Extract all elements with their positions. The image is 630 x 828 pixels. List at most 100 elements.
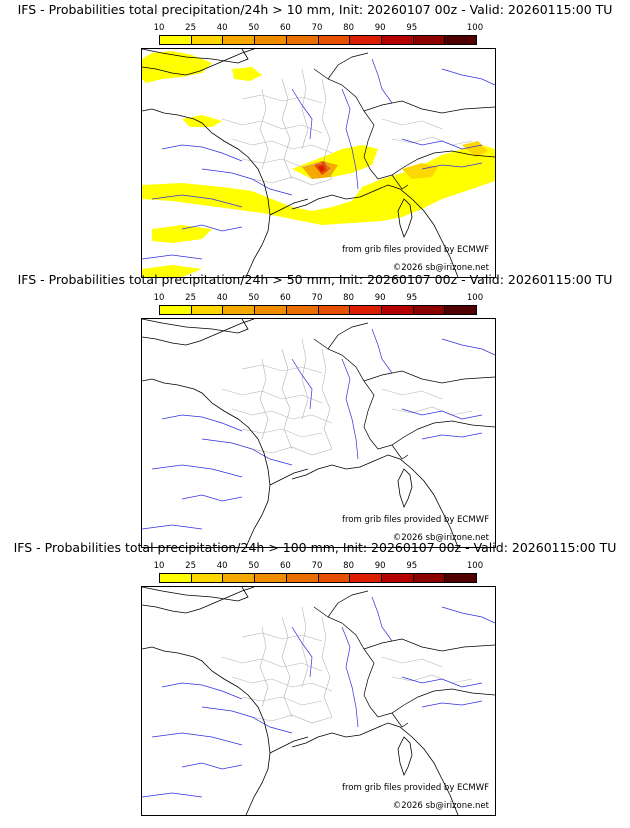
coastline	[142, 646, 271, 815]
colorbar-swatch-25	[191, 574, 224, 582]
colorbar	[159, 35, 477, 45]
colorbar-tick-label: 70	[311, 293, 323, 303]
river	[401, 676, 483, 688]
colorbar-tick-label: 25	[185, 293, 197, 303]
country-border	[313, 606, 379, 718]
department-border	[281, 78, 293, 180]
colorbar-swatch-95	[413, 574, 446, 582]
river	[201, 706, 293, 734]
colorbar-swatch-40	[223, 36, 256, 44]
river	[142, 254, 203, 260]
map-area: from grib files provided by ECMWF ©2026 …	[141, 48, 496, 278]
river	[181, 224, 243, 232]
country-border	[391, 174, 409, 190]
river	[201, 438, 293, 466]
colorbar-tick-label: 80	[343, 23, 355, 33]
department-border	[241, 158, 323, 168]
colorbar-swatch-40	[223, 306, 256, 314]
colorbar-tick-label: 100	[466, 561, 484, 571]
river	[201, 168, 293, 196]
colorbar-swatch-90	[381, 574, 414, 582]
river	[181, 762, 243, 770]
colorbar-tick-label: 90	[374, 561, 386, 571]
map-area: from grib files provided by ECMWF ©2026 …	[141, 586, 496, 816]
corsica-coastline	[397, 736, 413, 777]
department-border	[281, 348, 293, 450]
country-border	[377, 150, 495, 180]
river	[151, 194, 243, 208]
source-credit: from grib files provided by ECMWF	[342, 783, 489, 793]
precip-area	[142, 265, 202, 277]
department-border	[381, 388, 443, 400]
coastline	[142, 49, 255, 76]
colorbar-tick-label: 50	[248, 23, 260, 33]
river	[161, 144, 243, 162]
department-border	[231, 138, 333, 154]
colorbar-swatch-10	[160, 574, 192, 582]
department-border	[221, 118, 323, 134]
colorbar-swatch-80	[350, 306, 382, 314]
river	[441, 338, 495, 356]
country-border	[363, 100, 495, 114]
department-border	[301, 606, 309, 688]
river	[421, 162, 483, 170]
colorbar-tick-label: 95	[406, 293, 418, 303]
river	[161, 414, 243, 432]
river	[341, 358, 359, 460]
department-border	[251, 446, 333, 456]
colorbar-swatch-60	[286, 574, 319, 582]
precip-area	[142, 51, 212, 83]
river	[421, 700, 483, 708]
panel-title: IFS - Probabilities total precipitation/…	[13, 540, 617, 555]
department-border	[281, 616, 293, 718]
colorbar-swatch-80	[350, 574, 382, 582]
colorbar-ticks: 10 25 40 50 60 70 80 90 95 100	[0, 23, 630, 34]
river	[151, 464, 243, 478]
precip-area	[232, 67, 262, 81]
colorbar-tick-label: 90	[374, 23, 386, 33]
colorbar-ticks: 10 25 40 50 60 70 80 90 95 100	[0, 293, 630, 304]
panel-title: IFS - Probabilities total precipitation/…	[17, 2, 613, 17]
department-border	[391, 674, 473, 684]
department-border	[241, 428, 323, 438]
coastline	[142, 49, 249, 64]
country-border	[269, 468, 309, 486]
colorbar-tick-label: 10	[153, 293, 165, 303]
colorbar-swatch-25	[191, 36, 224, 44]
river	[371, 328, 393, 374]
river	[441, 606, 495, 624]
river	[371, 58, 393, 104]
map-canvas	[142, 49, 495, 277]
colorbar-tick-label: 95	[406, 561, 418, 571]
department-border	[231, 676, 333, 692]
river	[401, 138, 483, 150]
colorbar-tick-label: 40	[216, 293, 228, 303]
country-border	[269, 198, 309, 216]
river	[161, 682, 243, 700]
colorbar-swatch-70	[318, 36, 351, 44]
colorbar-swatch-10	[160, 306, 192, 314]
copyright-credit: ©2026 sb@irizone.net	[392, 533, 489, 543]
river	[151, 732, 243, 746]
copyright-credit: ©2026 sb@irizone.net	[392, 801, 489, 811]
precip-area	[292, 145, 378, 179]
department-border	[251, 714, 333, 724]
river	[421, 432, 483, 440]
river	[371, 596, 393, 642]
river	[341, 626, 359, 728]
colorbar-tick-label: 40	[216, 561, 228, 571]
precip-area	[182, 115, 222, 127]
river	[181, 494, 243, 502]
department-border	[259, 88, 269, 170]
river	[401, 408, 483, 420]
corsica-coastline	[397, 468, 413, 509]
country-border	[377, 420, 495, 450]
country-border	[269, 736, 309, 754]
department-border	[221, 388, 323, 404]
coastline	[142, 587, 249, 602]
department-border	[259, 358, 269, 440]
coastline	[142, 378, 271, 547]
department-border	[251, 176, 333, 186]
precip-area	[318, 165, 325, 172]
map-panel-100mm: IFS - Probabilities total precipitation/…	[0, 538, 630, 816]
